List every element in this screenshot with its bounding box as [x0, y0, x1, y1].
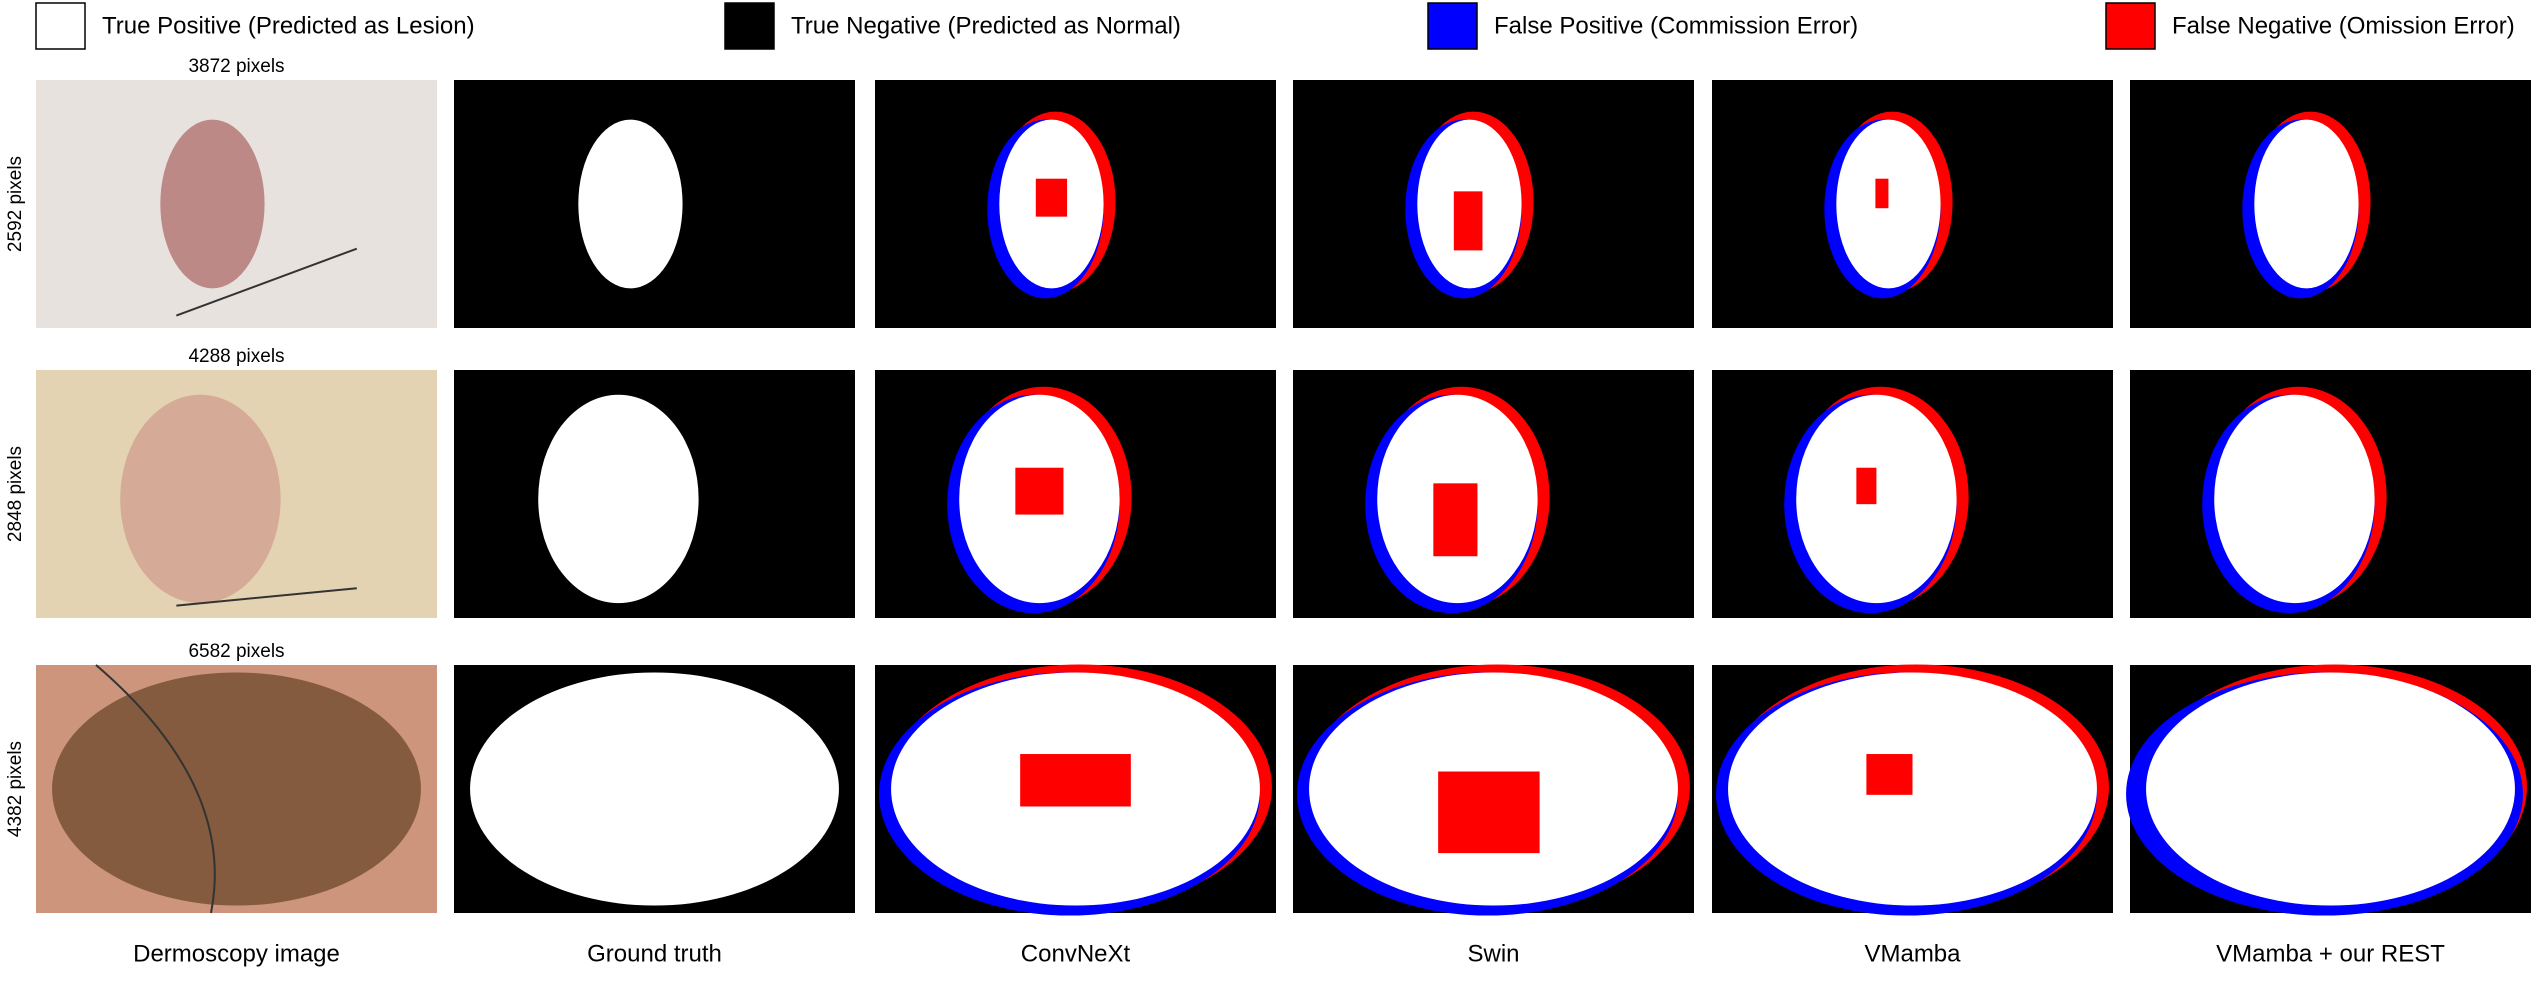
lesion-mask — [1796, 394, 1957, 604]
dermoscopy-image — [36, 80, 437, 328]
false-negative — [1433, 483, 1478, 557]
segmentation-mask — [454, 80, 855, 328]
segmentation-mask — [1293, 370, 1694, 618]
segmentation-mask — [2126, 664, 2531, 916]
segmentation-mask — [2130, 370, 2531, 618]
false-negative — [1438, 771, 1540, 854]
image-width-label: 4288 pixels — [188, 346, 284, 367]
false-negative — [1020, 754, 1131, 807]
lesion — [160, 119, 265, 289]
legend-swatch — [2105, 2, 2156, 50]
segmentation-mask — [1712, 80, 2113, 328]
segmentation-mask — [875, 664, 1276, 916]
ruler — [176, 587, 357, 607]
legend-swatch — [1427, 2, 1478, 50]
false-negative — [1015, 467, 1064, 515]
image-width-label: 3872 pixels — [188, 56, 284, 77]
segmentation-mask — [1293, 664, 1694, 916]
lesion-mask — [538, 394, 699, 604]
legend-swatch — [35, 2, 86, 50]
legend-label: False Negative (Omission Error) — [2172, 12, 2515, 39]
legend-swatch — [724, 2, 775, 50]
legend-label: True Positive (Predicted as Lesion) — [102, 12, 475, 39]
false-negative — [1866, 754, 1913, 795]
segmentation-mask — [875, 80, 1276, 328]
dermoscopy-image — [36, 370, 437, 618]
segmentation-mask — [2130, 80, 2531, 328]
column-label: Dermoscopy image — [133, 940, 340, 967]
lesion — [52, 672, 421, 906]
false-negative — [1035, 178, 1068, 217]
segmentation-mask — [454, 665, 855, 913]
lesion-mask — [2254, 119, 2359, 289]
segmentation-mask — [875, 370, 1276, 618]
lesion-mask — [2214, 394, 2375, 604]
segmentation-mask — [1712, 664, 2113, 916]
column-label: Ground truth — [587, 940, 722, 967]
lesion-mask — [578, 119, 683, 289]
column-label: Swin — [1467, 940, 1519, 967]
column-label: ConvNeXt — [1021, 940, 1131, 967]
false-negative — [1875, 178, 1889, 209]
image-width-label: 6582 pixels — [188, 641, 284, 662]
column-label: VMamba — [1864, 940, 1961, 967]
segmentation-mask — [454, 370, 855, 618]
dermoscopy-image — [36, 664, 437, 914]
legend-label: True Negative (Predicted as Normal) — [791, 12, 1181, 39]
lesion-mask — [2146, 672, 2515, 906]
lesion-mask — [470, 672, 839, 906]
column-label: VMamba + our REST — [2216, 940, 2445, 967]
segmentation-mask — [1712, 370, 2113, 618]
image-height-label: 2848 pixels — [5, 446, 26, 542]
hair — [95, 664, 216, 914]
image-height-label: 4382 pixels — [5, 741, 26, 837]
legend-label: False Positive (Commission Error) — [1494, 12, 1858, 39]
segmentation-mask — [1293, 80, 1694, 328]
image-height-label: 2592 pixels — [5, 156, 26, 252]
false-negative — [1856, 467, 1877, 505]
false-negative — [1453, 191, 1483, 251]
lesion — [120, 394, 281, 604]
ruler — [176, 247, 358, 317]
